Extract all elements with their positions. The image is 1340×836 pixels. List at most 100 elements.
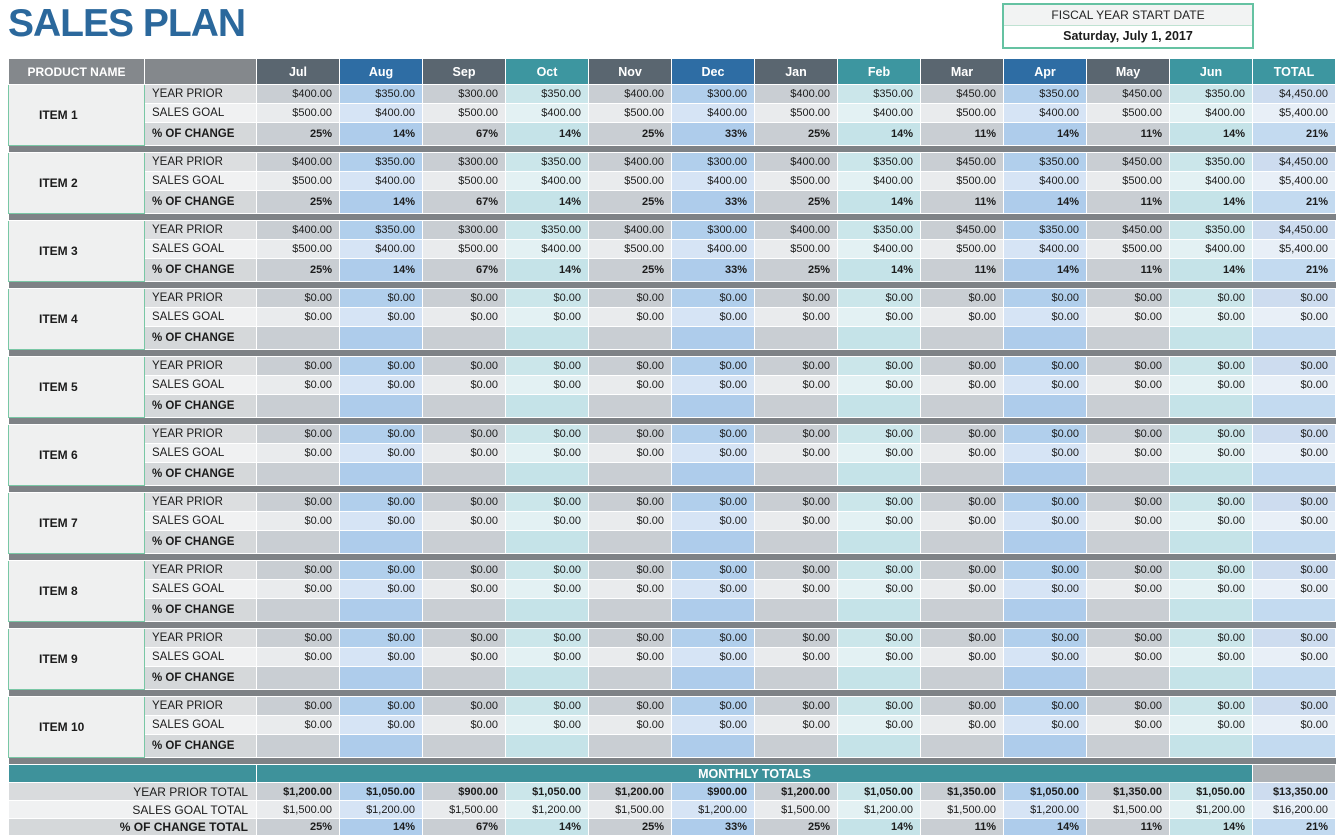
item-name-10[interactable]: ITEM 10	[8, 696, 145, 758]
cell-item-9-sep-year-prior[interactable]: $0.00	[422, 628, 506, 648]
cell-item-2-jan-year-prior[interactable]: $400.00	[754, 152, 838, 172]
row-label-sales-goal[interactable]: SALES GOAL	[144, 647, 257, 667]
cell-item-7-jun-pct-change[interactable]	[1169, 530, 1253, 554]
cell-item-8-nov-year-prior[interactable]: $0.00	[588, 560, 672, 580]
cell-item-4-jul-year-prior[interactable]: $0.00	[256, 288, 340, 308]
cell-item-5-apr-pct-change[interactable]	[1003, 394, 1087, 418]
cell-total-jan-year-prior[interactable]: $1,200.00	[754, 782, 838, 801]
cell-total-nov-year-prior[interactable]: $1,200.00	[588, 782, 672, 801]
cell-item-4-dec-sales-goal[interactable]: $0.00	[671, 307, 755, 327]
cell-item-9-apr-sales-goal[interactable]: $0.00	[1003, 647, 1087, 667]
cell-item-10-may-year-prior[interactable]: $0.00	[1086, 696, 1170, 716]
cell-item-10-sep-sales-goal[interactable]: $0.00	[422, 715, 506, 735]
row-label-pct-change[interactable]: % OF CHANGE	[144, 666, 257, 690]
cell-grand-total-sales-goal[interactable]: $16,200.00	[1252, 800, 1336, 819]
cell-item-2-oct-year-prior[interactable]: $350.00	[505, 152, 589, 172]
cell-grand-total-pct-change[interactable]: 21%	[1252, 818, 1336, 836]
cell-item-7-may-pct-change[interactable]	[1086, 530, 1170, 554]
cell-item-8-apr-sales-goal[interactable]: $0.00	[1003, 579, 1087, 599]
column-header-jul[interactable]: Jul	[256, 58, 340, 85]
cell-item-2-jun-sales-goal[interactable]: $400.00	[1169, 171, 1253, 191]
cell-item-10-oct-year-prior[interactable]: $0.00	[505, 696, 589, 716]
cell-item-7-mar-pct-change[interactable]	[920, 530, 1004, 554]
cell-item-9-jun-pct-change[interactable]	[1169, 666, 1253, 690]
cell-item-5-mar-year-prior[interactable]: $0.00	[920, 356, 1004, 376]
cell-item-9-nov-year-prior[interactable]: $0.00	[588, 628, 672, 648]
cell-item-7-oct-sales-goal[interactable]: $0.00	[505, 511, 589, 531]
cell-item-6-feb-year-prior[interactable]: $0.00	[837, 424, 921, 444]
cell-item-6-dec-year-prior[interactable]: $0.00	[671, 424, 755, 444]
cell-item-1-jan-year-prior[interactable]: $400.00	[754, 84, 838, 104]
cell-item-1-nov-sales-goal[interactable]: $500.00	[588, 103, 672, 123]
cell-item-4-jul-sales-goal[interactable]: $0.00	[256, 307, 340, 327]
cell-total-sep-year-prior[interactable]: $900.00	[422, 782, 506, 801]
row-label-sales-goal[interactable]: SALES GOAL	[144, 715, 257, 735]
cell-item-7-sep-pct-change[interactable]	[422, 530, 506, 554]
cell-item-6-jul-year-prior[interactable]: $0.00	[256, 424, 340, 444]
cell-item-1-jun-sales-goal[interactable]: $400.00	[1169, 103, 1253, 123]
cell-item-10-jun-pct-change[interactable]	[1169, 734, 1253, 758]
cell-total-aug-pct-change[interactable]: 14%	[339, 818, 423, 836]
cell-item-8-may-sales-goal[interactable]: $0.00	[1086, 579, 1170, 599]
cell-item-9-dec-sales-goal[interactable]: $0.00	[671, 647, 755, 667]
cell-item-2-jun-pct-change[interactable]: 14%	[1169, 190, 1253, 214]
column-header-jun[interactable]: Jun	[1169, 58, 1253, 85]
fiscal-year-value[interactable]: Saturday, July 1, 2017	[1004, 26, 1252, 47]
cell-item-2-apr-year-prior[interactable]: $350.00	[1003, 152, 1087, 172]
column-header-feb[interactable]: Feb	[837, 58, 921, 85]
cell-item-7-jul-pct-change[interactable]	[256, 530, 340, 554]
cell-item-6-mar-pct-change[interactable]	[920, 462, 1004, 486]
row-label-year-prior-total[interactable]: YEAR PRIOR TOTAL	[8, 782, 257, 801]
cell-total-oct-pct-change[interactable]: 14%	[505, 818, 589, 836]
cell-total-feb-pct-change[interactable]: 14%	[837, 818, 921, 836]
cell-item-6-mar-sales-goal[interactable]: $0.00	[920, 443, 1004, 463]
cell-item-9-mar-pct-change[interactable]	[920, 666, 1004, 690]
cell-item-3-aug-pct-change[interactable]: 14%	[339, 258, 423, 282]
cell-item-2-mar-sales-goal[interactable]: $500.00	[920, 171, 1004, 191]
cell-item-8-mar-sales-goal[interactable]: $0.00	[920, 579, 1004, 599]
cell-item-8-jul-sales-goal[interactable]: $0.00	[256, 579, 340, 599]
cell-item-4-aug-pct-change[interactable]	[339, 326, 423, 350]
cell-item-3-aug-sales-goal[interactable]: $400.00	[339, 239, 423, 259]
cell-item-7-may-year-prior[interactable]: $0.00	[1086, 492, 1170, 512]
cell-item-4-total-pct-change[interactable]	[1252, 326, 1336, 350]
item-name-6[interactable]: ITEM 6	[8, 424, 145, 486]
item-name-7[interactable]: ITEM 7	[8, 492, 145, 554]
cell-item-3-may-year-prior[interactable]: $450.00	[1086, 220, 1170, 240]
row-label-pct-change[interactable]: % OF CHANGE	[144, 258, 257, 282]
cell-item-8-oct-year-prior[interactable]: $0.00	[505, 560, 589, 580]
row-label-year-prior[interactable]: YEAR PRIOR	[144, 152, 257, 172]
cell-item-8-feb-year-prior[interactable]: $0.00	[837, 560, 921, 580]
cell-item-6-feb-pct-change[interactable]	[837, 462, 921, 486]
cell-item-1-mar-pct-change[interactable]: 11%	[920, 122, 1004, 146]
cell-item-5-feb-sales-goal[interactable]: $0.00	[837, 375, 921, 395]
cell-item-2-jul-year-prior[interactable]: $400.00	[256, 152, 340, 172]
cell-item-5-nov-year-prior[interactable]: $0.00	[588, 356, 672, 376]
cell-total-dec-year-prior[interactable]: $900.00	[671, 782, 755, 801]
cell-item-1-sep-sales-goal[interactable]: $500.00	[422, 103, 506, 123]
row-label-pct-change[interactable]: % OF CHANGE	[144, 598, 257, 622]
cell-item-7-aug-year-prior[interactable]: $0.00	[339, 492, 423, 512]
cell-item-8-mar-pct-change[interactable]	[920, 598, 1004, 622]
cell-item-5-jan-pct-change[interactable]	[754, 394, 838, 418]
cell-item-4-total-year-prior[interactable]: $0.00	[1252, 288, 1336, 308]
cell-item-6-jan-year-prior[interactable]: $0.00	[754, 424, 838, 444]
cell-item-10-may-pct-change[interactable]	[1086, 734, 1170, 758]
cell-item-7-jun-year-prior[interactable]: $0.00	[1169, 492, 1253, 512]
cell-item-8-sep-sales-goal[interactable]: $0.00	[422, 579, 506, 599]
cell-item-10-jan-pct-change[interactable]	[754, 734, 838, 758]
cell-item-6-aug-pct-change[interactable]	[339, 462, 423, 486]
cell-item-2-jan-sales-goal[interactable]: $500.00	[754, 171, 838, 191]
cell-item-3-total-year-prior[interactable]: $4,450.00	[1252, 220, 1336, 240]
cell-item-7-nov-sales-goal[interactable]: $0.00	[588, 511, 672, 531]
cell-item-4-jan-pct-change[interactable]	[754, 326, 838, 350]
cell-item-1-dec-sales-goal[interactable]: $400.00	[671, 103, 755, 123]
cell-item-7-total-sales-goal[interactable]: $0.00	[1252, 511, 1336, 531]
cell-item-1-total-pct-change[interactable]: 21%	[1252, 122, 1336, 146]
cell-item-9-oct-pct-change[interactable]	[505, 666, 589, 690]
cell-item-10-nov-sales-goal[interactable]: $0.00	[588, 715, 672, 735]
cell-item-1-jul-pct-change[interactable]: 25%	[256, 122, 340, 146]
cell-item-10-apr-pct-change[interactable]	[1003, 734, 1087, 758]
cell-item-9-nov-sales-goal[interactable]: $0.00	[588, 647, 672, 667]
cell-item-2-feb-year-prior[interactable]: $350.00	[837, 152, 921, 172]
